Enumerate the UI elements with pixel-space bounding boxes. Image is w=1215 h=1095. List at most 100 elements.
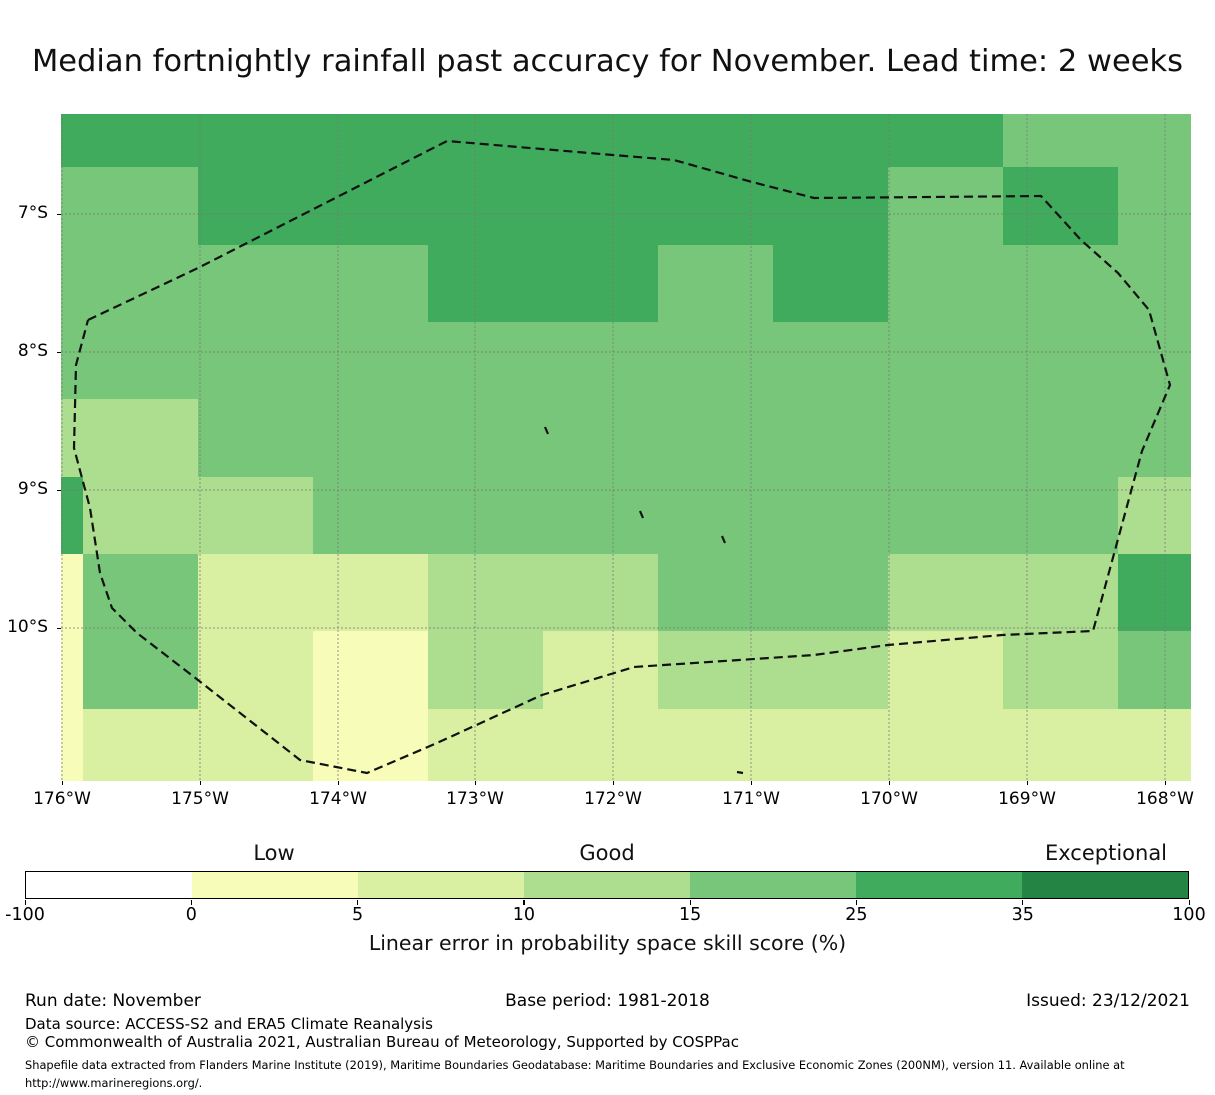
- x-tick-label: 171°W: [722, 789, 780, 809]
- x-tick-mark: [1164, 781, 1166, 785]
- heatmap-cell: [61, 709, 84, 781]
- heatmap-cell: [543, 167, 659, 246]
- x-tick-mark: [1026, 781, 1028, 785]
- heatmap-cell: [773, 167, 889, 246]
- x-tick-mark: [888, 781, 890, 785]
- base-period-text: Base period: 1981-2018: [505, 991, 710, 1011]
- colorbar-tick-label: -100: [5, 905, 45, 925]
- heatmap-cell: [61, 167, 84, 246]
- y-tick-mark: [57, 627, 61, 629]
- colorbar-tick-label: 5: [351, 905, 364, 925]
- y-tick-label: 9°S: [17, 479, 48, 500]
- x-tick-mark: [199, 781, 201, 785]
- heatmap-cell: [543, 709, 659, 781]
- heatmap-cell: [428, 114, 544, 168]
- heatmap-cell: [543, 399, 659, 478]
- heatmap-cell: [313, 709, 429, 781]
- heatmap-cell: [61, 114, 84, 168]
- heatmap-cell: [313, 631, 429, 710]
- heatmap-cell: [428, 322, 544, 400]
- colorbar-tick-mark: [855, 900, 858, 905]
- heatmap-cell: [888, 245, 1004, 323]
- heatmap-cell: [543, 554, 659, 632]
- x-tick-label: 168°W: [1136, 789, 1194, 809]
- heatmap-cell: [1118, 554, 1191, 632]
- heatmap-cell: [543, 322, 659, 400]
- heatmap-cell: [83, 709, 199, 781]
- colorbar-category-label: Exceptional: [1044, 841, 1168, 865]
- heatmap-cell: [313, 554, 429, 632]
- colorbar-tick-label: 0: [185, 905, 197, 925]
- heatmap-cell: [198, 322, 314, 400]
- heatmap-cell: [658, 322, 774, 400]
- colorbar-segment: [690, 872, 856, 898]
- issued-date-text: Issued: 23/12/2021: [1026, 991, 1190, 1011]
- shapefile-attribution-text: Shapefile data extracted from Flanders M…: [25, 1058, 1125, 1091]
- heatmap-cell: [773, 554, 889, 632]
- heatmap-cell: [888, 167, 1004, 246]
- eez-boundary-dashed-line: [72, 139, 1172, 775]
- heatmap-cell: [428, 631, 544, 710]
- heatmap-cell: [313, 399, 429, 478]
- heatmap-cell: [543, 114, 659, 168]
- heatmap-cell: [1118, 322, 1191, 400]
- colorbar-caption: Linear error in probability space skill …: [368, 931, 847, 955]
- colorbar-segment: [856, 872, 1022, 898]
- heatmap-cell: [61, 554, 84, 632]
- heatmap-cell: [83, 167, 199, 246]
- colorbar-tick-label: 15: [679, 905, 702, 925]
- run-date-text: Run date: November: [25, 991, 201, 1011]
- heatmap-cell: [198, 554, 314, 632]
- heatmap-cell: [1003, 114, 1119, 168]
- colorbar-category-label: Low: [253, 841, 295, 865]
- x-tick-label: 170°W: [860, 789, 918, 809]
- heatmap-cell: [61, 631, 84, 710]
- colorbar-segment: [358, 872, 524, 898]
- y-tick-mark: [57, 489, 61, 491]
- heatmap-cell: [198, 399, 314, 478]
- x-tick-mark: [474, 781, 476, 785]
- heatmap-cell: [313, 245, 429, 323]
- y-tick-label: 10°S: [7, 617, 48, 638]
- colorbar-tick-label: 100: [1172, 905, 1206, 925]
- x-tick-label: 176°W: [33, 789, 91, 809]
- heatmap-cell: [773, 399, 889, 478]
- colorbar-category-label: Good: [579, 841, 635, 865]
- colorbar-tick-mark: [1022, 900, 1024, 905]
- heatmap-cell: [773, 245, 889, 323]
- heatmap-cell: [1003, 631, 1119, 710]
- colorbar-tick-mark: [689, 900, 691, 905]
- x-tick-label: 174°W: [309, 789, 367, 809]
- heatmap-cell: [83, 399, 199, 478]
- heatmap-cell: [658, 709, 774, 781]
- heatmap-cell: [61, 322, 84, 400]
- y-tick-label: 8°S: [17, 341, 48, 362]
- heatmap-cell: [428, 167, 544, 246]
- heatmap-cell: [313, 114, 429, 168]
- heatmap-cell: [1118, 114, 1191, 168]
- colorbar-tick-mark: [1188, 900, 1190, 905]
- heatmap-cell: [658, 245, 774, 323]
- data-source-text: Data source: ACCESS-S2 and ERA5 Climate …: [25, 1015, 433, 1033]
- heatmap-cell: [1118, 631, 1191, 710]
- heatmap-cell: [1118, 399, 1191, 478]
- heatmap-cell: [1118, 167, 1191, 246]
- heatmap-cell: [888, 114, 1004, 168]
- heatmap-cell: [198, 709, 314, 781]
- map-heatmap: [61, 114, 1191, 781]
- x-tick-mark: [61, 781, 63, 785]
- x-tick-label: 173°W: [446, 789, 504, 809]
- heatmap-cell: [1003, 245, 1119, 323]
- heatmap-cell: [428, 399, 544, 478]
- colorbar-segment: [26, 872, 192, 898]
- heatmap-cell: [83, 114, 199, 168]
- heatmap-cell: [658, 554, 774, 632]
- heatmap-cell: [658, 631, 774, 710]
- heatmap-cell: [658, 399, 774, 478]
- heatmap-cell: [61, 477, 84, 555]
- y-tick-mark: [57, 351, 61, 353]
- heatmap-cell: [658, 167, 774, 246]
- heatmap-cell: [61, 399, 84, 478]
- map-overlay-gridlines-and-eez-boundary: [61, 114, 1191, 781]
